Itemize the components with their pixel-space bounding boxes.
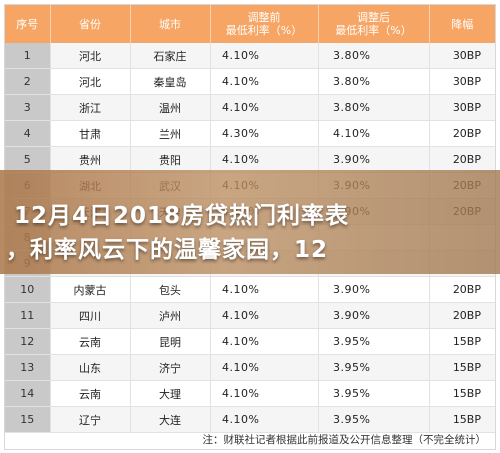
cell-rate-before: 4.10% <box>210 380 319 407</box>
cell-index: 3 <box>5 94 51 121</box>
cell-rate-before: 4.10% <box>210 146 319 173</box>
cell-index: 1 <box>5 43 51 69</box>
cell-index: 15 <box>5 406 51 433</box>
cell-city: 兰州 <box>130 120 211 147</box>
table-row: 12 云南 昆明 4.10% 3.95% 15BP <box>5 328 495 355</box>
table-header-row: 序号 省份 城市 调整前 最低利率（%） 调整后 最低利率（%） 降幅 <box>5 5 495 43</box>
cell-rate-after: 3.90% <box>318 276 430 303</box>
header-rate-after-line2: 最低利率（%） <box>335 24 412 37</box>
cell-rate-before: 4.10% <box>210 302 319 329</box>
title-banner-overlay: 12月4日2018房贷热门利率表 ，利率风云下的温馨家园，12 <box>0 170 500 274</box>
cell-province: 辽宁 <box>50 406 131 433</box>
cell-province: 四川 <box>50 302 131 329</box>
cell-province: 云南 <box>50 328 131 355</box>
cell-cut: 30BP <box>429 43 495 69</box>
cell-city: 石家庄 <box>130 43 211 69</box>
cell-city: 贵阳 <box>130 146 211 173</box>
header-cut: 降幅 <box>429 5 495 43</box>
cell-index: 4 <box>5 120 51 147</box>
cell-city: 温州 <box>130 94 211 121</box>
cell-city: 包头 <box>130 276 211 303</box>
cell-cut: 20BP <box>429 276 495 303</box>
cell-province: 内蒙古 <box>50 276 131 303</box>
table-row: 10 内蒙古 包头 4.10% 3.90% 20BP <box>5 276 495 303</box>
cell-index: 5 <box>5 146 51 173</box>
cell-city: 大理 <box>130 380 211 407</box>
cell-city: 济宁 <box>130 354 211 381</box>
cell-cut: 15BP <box>429 354 495 381</box>
cell-province: 山东 <box>50 354 131 381</box>
cell-cut: 20BP <box>429 146 495 173</box>
cell-cut: 15BP <box>429 328 495 355</box>
cell-rate-before: 4.10% <box>210 94 319 121</box>
cell-rate-before: 4.10% <box>210 43 319 69</box>
table-row: 14 云南 大理 4.10% 3.95% 15BP <box>5 380 495 407</box>
table-row: 4 甘肃 兰州 4.30% 4.10% 20BP <box>5 120 495 147</box>
cell-city: 昆明 <box>130 328 211 355</box>
header-index: 序号 <box>5 5 51 43</box>
cell-index: 2 <box>5 68 51 95</box>
cell-rate-before: 4.30% <box>210 120 319 147</box>
cell-province: 浙江 <box>50 94 131 121</box>
cell-rate-after: 3.80% <box>318 43 430 69</box>
cell-rate-after: 3.80% <box>318 94 430 121</box>
cell-province: 云南 <box>50 380 131 407</box>
cell-city: 秦皇岛 <box>130 68 211 95</box>
cell-cut: 20BP <box>429 302 495 329</box>
cell-rate-after: 3.90% <box>318 302 430 329</box>
cell-rate-after: 3.95% <box>318 354 430 381</box>
cell-rate-after: 3.80% <box>318 68 430 95</box>
cell-province: 河北 <box>50 68 131 95</box>
cell-province: 河北 <box>50 43 131 69</box>
cell-rate-before: 4.10% <box>210 406 319 433</box>
header-rate-after-line1: 调整后 <box>357 11 390 24</box>
table-row: 3 浙江 温州 4.10% 3.80% 30BP <box>5 94 495 121</box>
cell-rate-after: 3.95% <box>318 380 430 407</box>
cell-rate-after: 3.90% <box>318 146 430 173</box>
cell-index: 12 <box>5 328 51 355</box>
header-city: 城市 <box>130 5 211 43</box>
cell-rate-before: 4.10% <box>210 354 319 381</box>
cell-index: 10 <box>5 276 51 303</box>
table-row: 13 山东 济宁 4.10% 3.95% 15BP <box>5 354 495 381</box>
banner-title-line1: 12月4日2018房贷热门利率表 <box>14 203 350 229</box>
cell-rate-after: 3.95% <box>318 406 430 433</box>
cell-rate-before: 4.10% <box>210 328 319 355</box>
table-row: 1 河北 石家庄 4.10% 3.80% 30BP <box>5 43 495 69</box>
banner-title-line2: ，利率风云下的温馨家园，12 <box>6 237 329 263</box>
cell-index: 11 <box>5 302 51 329</box>
cell-province: 贵州 <box>50 146 131 173</box>
footnote: 注：财联社记者根据此前报道及公开信息整理（不完全统计） <box>202 434 487 446</box>
header-rate-before: 调整前 最低利率（%） <box>210 5 319 43</box>
cell-cut: 30BP <box>429 94 495 121</box>
table-row: 2 河北 秦皇岛 4.10% 3.80% 30BP <box>5 68 495 95</box>
header-province: 省份 <box>50 5 131 43</box>
cell-cut: 15BP <box>429 406 495 433</box>
table-row: 5 贵州 贵阳 4.10% 3.90% 20BP <box>5 146 495 173</box>
cell-cut: 15BP <box>429 380 495 407</box>
cell-city: 泸州 <box>130 302 211 329</box>
cell-index: 14 <box>5 380 51 407</box>
cell-city: 大连 <box>130 406 211 433</box>
cell-rate-after: 3.95% <box>318 328 430 355</box>
table-row: 15 辽宁 大连 4.10% 3.95% 15BP <box>5 406 495 433</box>
cell-cut: 20BP <box>429 120 495 147</box>
cell-rate-before: 4.10% <box>210 276 319 303</box>
cell-index: 13 <box>5 354 51 381</box>
header-rate-before-line1: 调整前 <box>247 11 281 24</box>
cell-rate-before: 4.10% <box>210 68 319 95</box>
cell-province: 甘肃 <box>50 120 131 147</box>
header-rate-after: 调整后 最低利率（%） <box>318 5 430 43</box>
header-rate-before-line2: 最低利率（%） <box>225 24 303 37</box>
cell-cut: 30BP <box>429 68 495 95</box>
table-row: 11 四川 泸州 4.10% 3.90% 20BP <box>5 302 495 329</box>
cell-rate-after: 4.10% <box>318 120 430 147</box>
